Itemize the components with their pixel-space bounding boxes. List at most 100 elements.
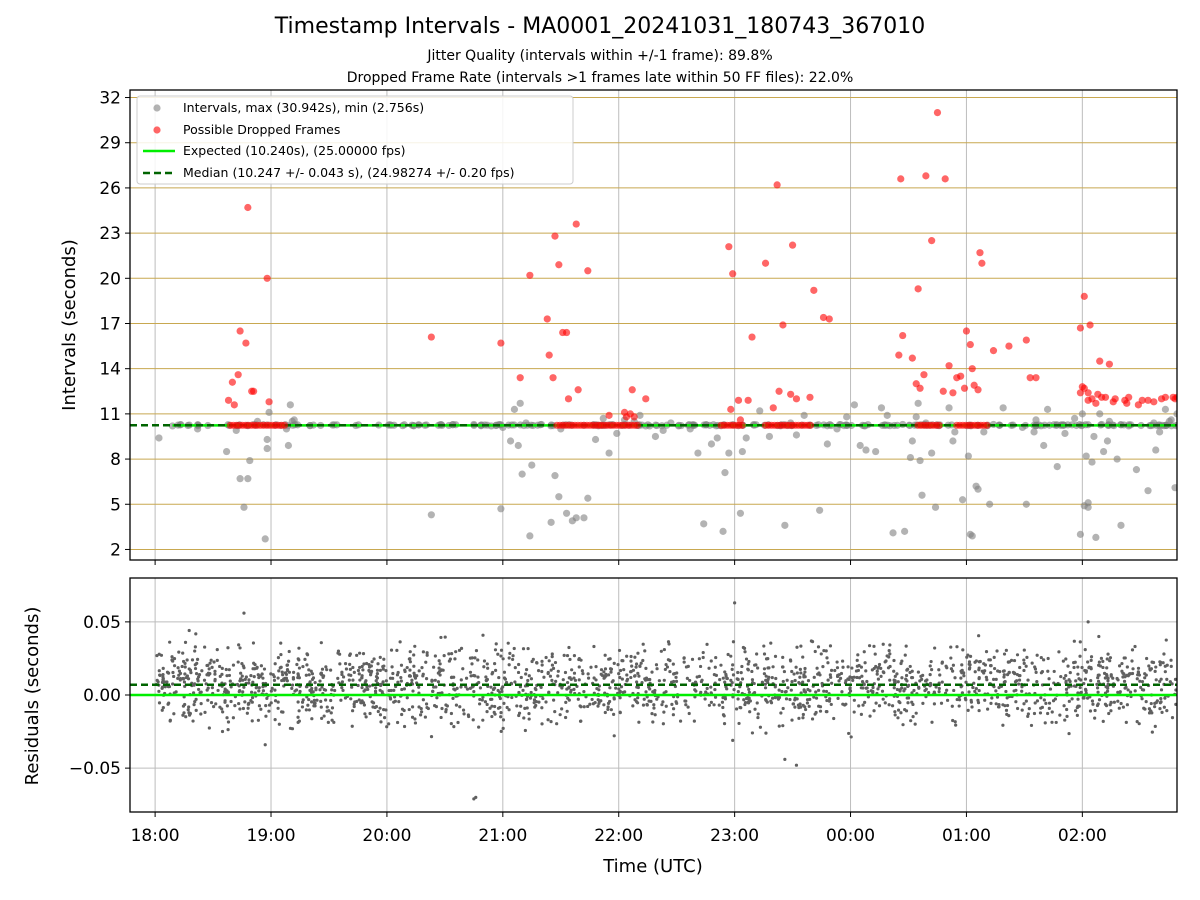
- residual-point: [448, 657, 452, 661]
- residual-point: [949, 645, 953, 649]
- residual-point: [1042, 658, 1046, 662]
- dropped-frame-point: [628, 386, 636, 394]
- residual-point: [547, 659, 551, 663]
- residual-point: [350, 724, 354, 728]
- residual-point: [532, 701, 536, 705]
- residual-point: [1022, 702, 1026, 706]
- residual-point: [333, 688, 337, 693]
- interval-point: [427, 511, 435, 519]
- residual-point: [371, 705, 375, 709]
- residual-point: [352, 704, 356, 709]
- residual-point: [736, 697, 740, 701]
- dropped-frame-point: [1144, 396, 1152, 404]
- residual-point: [758, 725, 763, 729]
- residual-point: [261, 676, 265, 680]
- residual-point: [803, 705, 807, 709]
- residual-point: [888, 664, 892, 669]
- residual-point: [287, 649, 291, 654]
- legend-expected-label: Expected (10.240s), (25.00000 fps): [183, 143, 405, 158]
- residual-point: [930, 667, 934, 672]
- interval-point: [1161, 405, 1170, 413]
- residual-point: [814, 710, 818, 715]
- residual-point: [815, 666, 819, 670]
- residual-point: [877, 704, 882, 708]
- dropped-frame-point: [734, 396, 743, 404]
- residual-point: [756, 666, 760, 670]
- residual-point: [898, 689, 902, 693]
- residual-point: [364, 679, 368, 683]
- dropped-frame-point: [779, 321, 787, 329]
- residual-point: [184, 676, 188, 680]
- residual-point: [423, 715, 427, 719]
- residual-point: [740, 664, 744, 669]
- residual-point: [824, 649, 828, 653]
- residual-point: [553, 660, 558, 665]
- residual-point: [589, 665, 593, 669]
- legend-dropped-marker: [153, 126, 161, 134]
- residual-point: [349, 697, 353, 701]
- residual-point: [280, 678, 284, 683]
- residual-point: [1065, 707, 1069, 712]
- residual-point: [1136, 671, 1141, 675]
- residual-point: [1105, 674, 1109, 678]
- residual-point: [835, 666, 840, 670]
- residual-point: [160, 708, 164, 712]
- residual-point: [223, 700, 227, 704]
- residual-point: [197, 675, 201, 679]
- residual-point: [440, 706, 444, 711]
- residual-point: [384, 679, 388, 683]
- residual-point: [828, 697, 832, 701]
- residual-point: [231, 716, 235, 720]
- residual-point: [753, 663, 757, 667]
- residual-point: [307, 668, 311, 672]
- residual-point: [1025, 655, 1029, 659]
- residual-point: [917, 686, 921, 690]
- residual-point: [1007, 671, 1011, 675]
- residual-point: [799, 644, 803, 648]
- residual-point: [572, 654, 577, 658]
- residual-point: [966, 708, 970, 712]
- residual-point: [586, 672, 590, 676]
- residual-point: [485, 662, 489, 666]
- residual-point: [521, 647, 526, 651]
- residual-point: [909, 719, 913, 723]
- residual-point: [738, 705, 742, 710]
- residual-point: [223, 690, 227, 694]
- residual-point: [650, 712, 654, 716]
- residual-point: [916, 670, 921, 674]
- residual-point: [893, 713, 897, 717]
- residual-point: [1150, 730, 1154, 734]
- residual-point: [572, 671, 577, 675]
- residual-point: [657, 679, 661, 683]
- residual-point: [876, 677, 881, 681]
- dropped-frame-point: [939, 387, 947, 395]
- residual-point: [1058, 713, 1062, 717]
- residual-point: [951, 669, 955, 673]
- interval-point: [719, 527, 727, 535]
- residual-point: [208, 661, 212, 665]
- residual-point: [277, 669, 281, 673]
- residual-point: [641, 642, 645, 646]
- residual-point: [171, 659, 175, 663]
- residual-point: [224, 667, 228, 672]
- residual-point: [606, 673, 611, 677]
- residual-point: [1002, 652, 1007, 656]
- residual-point: [1083, 648, 1087, 652]
- residual-point: [160, 685, 165, 689]
- residual-point: [1054, 720, 1058, 725]
- residual-point: [190, 658, 195, 662]
- residual-point: [567, 645, 571, 650]
- residual-point: [921, 673, 925, 678]
- residual-point: [1143, 676, 1147, 680]
- residual-point: [389, 648, 394, 652]
- residual-point: [215, 648, 219, 652]
- residual-point: [513, 680, 517, 684]
- residual-point: [793, 678, 797, 683]
- residual-point: [957, 698, 962, 702]
- residual-point: [608, 667, 613, 671]
- residual-point: [901, 723, 905, 727]
- residual-point: [1163, 696, 1167, 700]
- residual-point: [1153, 669, 1157, 673]
- residual-point: [319, 641, 323, 645]
- residual-point: [791, 702, 795, 706]
